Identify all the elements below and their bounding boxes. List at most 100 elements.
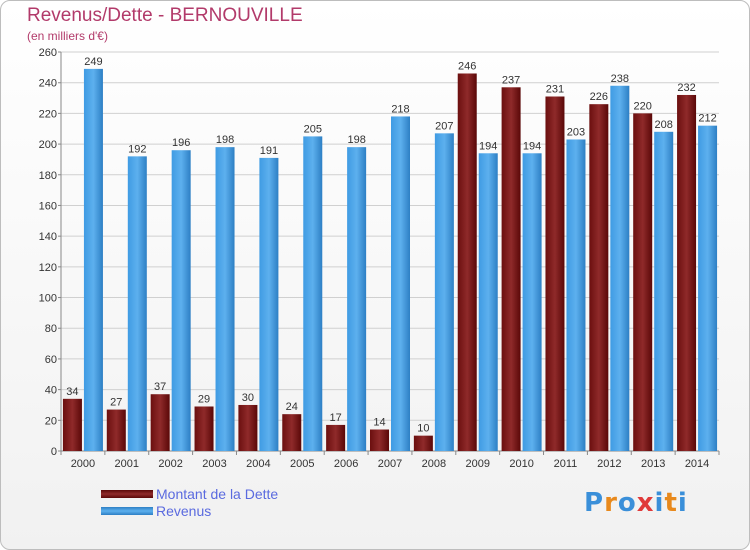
y-tick-label: 100 bbox=[39, 293, 57, 305]
bar-debt bbox=[370, 429, 389, 451]
logo-letter: i bbox=[654, 488, 665, 518]
data-label-debt: 246 bbox=[458, 60, 476, 72]
bar-revenus bbox=[347, 147, 367, 451]
x-tick-label: 2010 bbox=[509, 458, 533, 470]
bar-debt bbox=[677, 94, 697, 451]
data-label-debt: 237 bbox=[502, 74, 520, 86]
bar-revenus bbox=[610, 85, 630, 451]
data-label-debt: 37 bbox=[154, 381, 166, 393]
y-tick-label: 20 bbox=[45, 415, 57, 427]
x-tick-label: 2013 bbox=[641, 458, 665, 470]
y-tick-label: 140 bbox=[39, 231, 57, 243]
data-label-debt: 226 bbox=[590, 91, 608, 103]
bar-revenus bbox=[171, 150, 191, 451]
data-label-debt: 231 bbox=[546, 84, 564, 96]
bar-debt bbox=[282, 414, 302, 451]
x-tick-label: 2012 bbox=[597, 458, 621, 470]
data-label-debt: 34 bbox=[66, 386, 78, 398]
y-tick-label: 260 bbox=[39, 47, 57, 59]
bar-debt bbox=[633, 113, 653, 451]
data-label-revenus: 207 bbox=[435, 120, 453, 132]
data-label-revenus: 203 bbox=[567, 126, 585, 138]
x-tick-label: 2000 bbox=[71, 458, 95, 470]
bar-revenus bbox=[391, 116, 410, 451]
x-tick-label: 2014 bbox=[685, 458, 709, 470]
data-label-debt: 220 bbox=[634, 100, 652, 112]
data-label-debt: 10 bbox=[417, 423, 429, 435]
legend-swatch-dette bbox=[101, 490, 153, 498]
data-label-revenus: 198 bbox=[347, 134, 365, 146]
data-label-revenus: 208 bbox=[655, 119, 673, 131]
x-tick-label: 2002 bbox=[158, 458, 182, 470]
logo-letter: P bbox=[584, 488, 605, 518]
data-label-debt: 29 bbox=[198, 393, 210, 405]
bar-revenus bbox=[522, 153, 542, 452]
logo-letter: o bbox=[617, 488, 637, 518]
y-tick-label: 200 bbox=[39, 139, 57, 151]
bar-debt bbox=[194, 406, 214, 451]
bar-revenus bbox=[478, 153, 498, 452]
bar-revenus bbox=[83, 68, 103, 451]
bar-debt bbox=[501, 87, 521, 452]
bar-debt bbox=[457, 73, 477, 451]
x-tick-label: 2008 bbox=[422, 458, 446, 470]
legend-label-dette: Montant de la Dette bbox=[156, 486, 279, 502]
y-tick-label: 240 bbox=[39, 78, 57, 90]
bar-revenus bbox=[303, 136, 323, 451]
y-tick-label: 60 bbox=[45, 354, 57, 366]
data-label-debt: 30 bbox=[242, 392, 254, 404]
data-label-revenus: 218 bbox=[391, 103, 409, 115]
data-label-debt: 24 bbox=[286, 401, 298, 413]
x-tick-label: 2006 bbox=[334, 458, 358, 470]
x-tick-label: 2005 bbox=[290, 458, 314, 470]
x-tick-label: 2011 bbox=[554, 458, 578, 470]
data-label-revenus: 205 bbox=[304, 123, 322, 135]
logo-letter: r bbox=[604, 488, 618, 518]
data-labels: 34 249 27 192 37 196 29 198 30 191 24 205 17 198 14 218… bbox=[66, 56, 716, 435]
bar-revenus bbox=[127, 156, 147, 451]
y-tick-label: 0 bbox=[51, 446, 57, 458]
data-label-revenus: 249 bbox=[84, 56, 102, 68]
y-tick-label: 40 bbox=[45, 385, 57, 397]
y-tick-label: 220 bbox=[39, 108, 57, 120]
y-tick-label: 180 bbox=[39, 170, 57, 182]
logo-letter: i bbox=[677, 488, 688, 518]
data-label-revenus: 192 bbox=[128, 143, 146, 155]
chart-subtitle: (en milliers d'€) bbox=[27, 29, 108, 43]
data-label-debt: 232 bbox=[677, 82, 695, 94]
y-tick-label: 160 bbox=[39, 200, 57, 212]
y-tick-label: 120 bbox=[39, 262, 57, 274]
data-label-debt: 14 bbox=[373, 417, 385, 429]
data-label-debt: 17 bbox=[330, 412, 342, 424]
proxiti-logo: Proxiti bbox=[584, 488, 688, 518]
legend-swatch-revenus bbox=[101, 507, 153, 515]
data-label-revenus: 196 bbox=[172, 137, 190, 149]
axes: 0 20 40 60 80 100 120 140 160 180 200 220 240 260 2000… bbox=[39, 47, 720, 470]
data-label-revenus: 191 bbox=[260, 145, 278, 157]
bar-revenus bbox=[698, 125, 718, 452]
legend-label-revenus: Revenus bbox=[156, 503, 212, 519]
bar-revenus bbox=[259, 157, 279, 451]
chart-title: Revenus/Dette - BERNOUVILLE bbox=[27, 5, 303, 26]
data-label-revenus: 238 bbox=[611, 73, 629, 85]
logo-letter: t bbox=[664, 488, 678, 518]
bar-debt bbox=[326, 424, 346, 451]
y-tick-label: 80 bbox=[45, 323, 57, 335]
x-tick-label: 2007 bbox=[378, 458, 402, 470]
bar-debt bbox=[62, 398, 82, 451]
bar-debt bbox=[589, 104, 609, 451]
bar-debt bbox=[545, 96, 565, 451]
bar-revenus bbox=[566, 139, 586, 451]
bar-debt bbox=[238, 404, 258, 451]
x-tick-label: 2004 bbox=[246, 458, 270, 470]
bar-revenus bbox=[215, 147, 235, 451]
x-tick-label: 2001 bbox=[115, 458, 139, 470]
bars bbox=[62, 68, 718, 452]
bar-debt bbox=[106, 409, 126, 451]
grid-lines bbox=[61, 51, 719, 452]
data-label-revenus: 212 bbox=[698, 113, 716, 125]
logo-letter: x bbox=[636, 488, 655, 518]
bar-revenus bbox=[434, 133, 454, 452]
bar-debt bbox=[413, 435, 433, 451]
